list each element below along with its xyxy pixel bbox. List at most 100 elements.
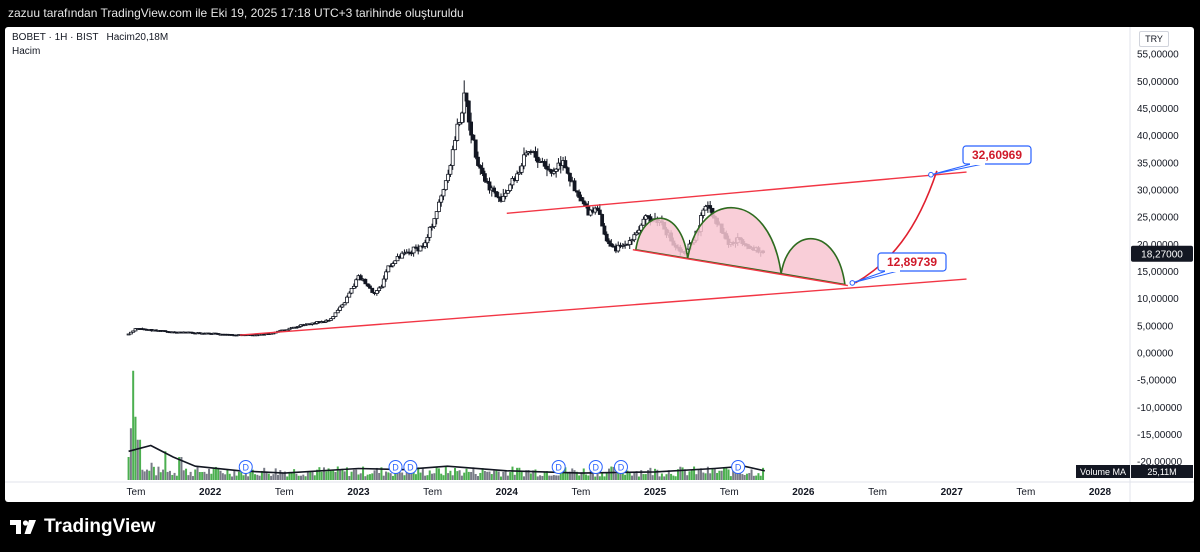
volume-bar [711, 467, 714, 480]
dividend-marker[interactable] [613, 460, 628, 474]
candle-body [464, 92, 469, 102]
candle-body [351, 285, 356, 289]
volume-bar [454, 467, 457, 480]
volume-bar [635, 471, 638, 480]
symbol-label[interactable]: BOBET · 1H · BIST [12, 32, 99, 43]
y-tick-label: 20,00000 [1137, 240, 1179, 251]
trendline[interactable] [506, 171, 967, 215]
callout-box[interactable] [877, 252, 947, 272]
volume-bar [752, 475, 755, 480]
volume-bar [460, 475, 463, 480]
volume-bar [387, 472, 390, 480]
callout-value: 32,60969 [972, 148, 1022, 162]
volume-bar [527, 470, 530, 480]
volume-bar [141, 469, 144, 480]
dividend-marker[interactable] [731, 460, 746, 474]
volume-bar [559, 473, 562, 480]
chart-legend: BOBET · 1H · BIST Hacim20,18M Hacim [12, 31, 168, 59]
volume-bar [670, 473, 673, 480]
price-chart[interactable]: 55,00000 50,00000 45,00000 40,00000 35,00000… [5, 27, 1194, 502]
volume-ma-value-tag [1131, 465, 1193, 478]
dividend-marker[interactable] [588, 460, 603, 474]
candle-body [510, 178, 515, 186]
volume-bar [334, 471, 337, 480]
volume-bar [552, 475, 555, 480]
volume-bar [316, 469, 319, 480]
volume-bar [221, 473, 224, 480]
volume-bar [640, 470, 643, 480]
y-tick-label: 40,00000 [1137, 131, 1179, 142]
volume-bar [185, 468, 188, 480]
volume-bar [162, 469, 165, 480]
projection-curve [854, 170, 938, 284]
volume-bar [660, 473, 663, 480]
volume-bar [578, 475, 581, 480]
volume-bar [621, 472, 624, 480]
y-tick-label: 45,00000 [1137, 104, 1179, 115]
dividend-marker[interactable] [238, 460, 253, 474]
candle-body [363, 278, 368, 285]
dividend-marker[interactable] [388, 460, 403, 474]
candle-body [568, 172, 572, 182]
volume-bar [164, 451, 167, 480]
indicator-label[interactable]: Hacim [12, 46, 41, 57]
volume-bar [628, 472, 631, 480]
volume-bar [465, 468, 468, 480]
volume-bar [341, 468, 344, 480]
volume-bar [332, 469, 335, 480]
candle-body [508, 184, 513, 191]
volume-bar [513, 474, 516, 480]
volume-bar [357, 474, 360, 480]
volume-bar [442, 475, 445, 480]
candle-body [437, 201, 441, 212]
x-tick-label: Tem [720, 487, 739, 498]
volume-bar [129, 428, 132, 480]
callout-box[interactable] [962, 145, 1032, 165]
volume-bar [488, 471, 491, 480]
volume-bar [706, 466, 709, 480]
callout-anchor-dot[interactable] [928, 171, 934, 178]
candle-body [443, 180, 448, 190]
volume-bar [741, 474, 744, 480]
volume-bar [725, 467, 728, 480]
volume-bar [212, 467, 215, 480]
volume-bar [231, 476, 234, 480]
volume-bar [178, 457, 181, 480]
volume-bar [293, 469, 296, 480]
y-tick-label: -5,00000 [1137, 376, 1177, 387]
candle-body [331, 316, 336, 320]
candle-body [517, 171, 522, 175]
tradingview-logo[interactable]: TradingView [10, 516, 156, 538]
volume-bar [254, 474, 257, 480]
volume-bar [598, 476, 601, 480]
dividend-marker[interactable] [551, 460, 566, 474]
candle-body [588, 209, 593, 216]
currency-button[interactable]: TRY [1139, 31, 1169, 47]
dividend-marker[interactable] [403, 460, 418, 474]
volume-bar [235, 475, 238, 480]
volume-bar [251, 469, 254, 480]
volume-bar [663, 476, 666, 480]
candle-body [473, 139, 478, 158]
chart-pane[interactable]: 55,00000 50,00000 45,00000 40,00000 35,00000… [5, 27, 1194, 502]
volume-bar [168, 470, 171, 480]
volume-bar [327, 468, 330, 480]
volume-bar [189, 471, 192, 480]
volume-bar [371, 473, 374, 480]
volume-bar [196, 466, 199, 480]
volume-bar [697, 469, 700, 480]
volume-bar [729, 476, 732, 480]
callout-anchor-dot[interactable] [849, 280, 856, 286]
volume-bar [366, 474, 369, 480]
volume-bar [428, 470, 431, 480]
trendline[interactable] [632, 249, 848, 287]
volume-bar [210, 473, 213, 480]
volume-bar [504, 470, 507, 480]
volume-bar [240, 470, 243, 480]
volume-bar [474, 473, 477, 480]
trendline[interactable] [239, 278, 967, 336]
volume-bar [359, 473, 362, 480]
candle-body [414, 246, 418, 249]
volume-bar [690, 470, 693, 480]
volume-bar [470, 471, 473, 480]
